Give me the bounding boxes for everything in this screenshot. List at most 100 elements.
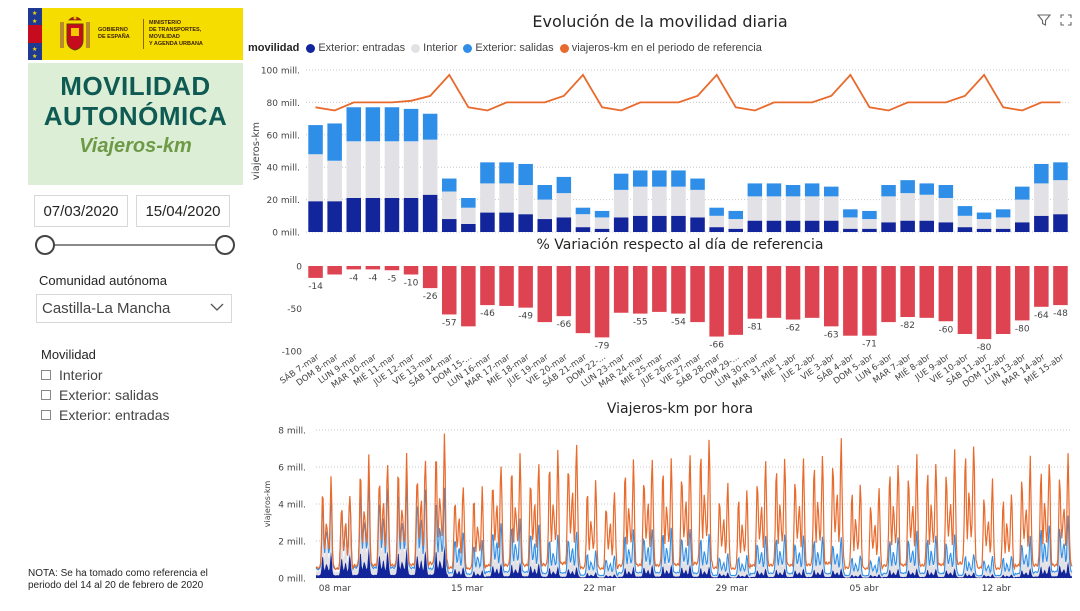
report-title-card: MOVILIDAD AUTONÓMICA Viajeros-km xyxy=(28,63,243,185)
mobility-option-interior[interactable]: Interior xyxy=(41,367,103,383)
variation-bar xyxy=(843,266,858,336)
variation-chart-title: % Variación respecto al día de referenci… xyxy=(536,237,824,253)
bar-interior xyxy=(900,193,915,221)
variation-data-label: -79 xyxy=(595,341,610,351)
bar-entradas xyxy=(327,201,342,232)
end-date-input[interactable]: 15/04/2020 xyxy=(136,195,230,227)
bar-interior xyxy=(652,186,667,216)
ministry-text: MINISTERIO DE TRANSPORTES, MOVILIDAD Y A… xyxy=(149,20,203,47)
bar-salidas xyxy=(1053,162,1068,181)
x-tick-label: 08 mar xyxy=(319,584,352,594)
legend-dot-icon xyxy=(411,43,421,53)
variation-bar xyxy=(804,266,820,318)
start-date-input[interactable]: 07/03/2020 xyxy=(34,195,128,227)
bar-salidas xyxy=(804,183,820,197)
bar-interior xyxy=(556,193,572,218)
y-tick-label: 100 mill. xyxy=(261,67,300,77)
variation-bar xyxy=(747,266,763,319)
bar-salidas xyxy=(709,207,724,216)
bar-entradas xyxy=(728,228,744,232)
bar-entradas xyxy=(1014,222,1030,232)
legend-item-interior[interactable]: Interior xyxy=(408,42,457,54)
y-tick-label: 4 mill. xyxy=(278,501,306,511)
variation-data-label: -81 xyxy=(747,323,762,333)
y-axis-label: viajeros-km xyxy=(263,481,272,528)
variation-data-label: -48 xyxy=(1053,309,1068,319)
bar-interior xyxy=(671,186,686,216)
bar-interior xyxy=(422,139,438,195)
report-subtitle: Viajeros-km xyxy=(79,135,192,157)
y-tick-label: 60 mill. xyxy=(267,131,300,141)
variation-data-label: -62 xyxy=(786,324,801,334)
bar-entradas xyxy=(575,227,591,232)
variation-bar xyxy=(881,266,896,323)
date-slider-end-handle[interactable] xyxy=(215,235,235,255)
y-tick-label: 8 mill. xyxy=(278,427,306,437)
bar-salidas xyxy=(575,207,591,215)
variation-bar xyxy=(671,266,686,314)
variation-bar xyxy=(556,266,572,317)
variation-bar xyxy=(537,266,553,323)
variation-bar xyxy=(995,266,1011,334)
variation-data-label: -14 xyxy=(308,282,323,292)
checkbox-icon[interactable] xyxy=(41,410,51,420)
y-tick-label: 2 mill. xyxy=(278,538,306,548)
variation-bar xyxy=(327,266,342,275)
bar-salidas xyxy=(594,210,610,218)
bar-interior xyxy=(308,154,323,202)
variation-data-label: -71 xyxy=(862,340,877,350)
date-slider-start-handle[interactable] xyxy=(35,235,55,255)
checkbox-icon[interactable] xyxy=(41,370,51,380)
variation-data-label: -10 xyxy=(404,279,419,289)
bar-entradas xyxy=(1053,214,1068,232)
bar-entradas xyxy=(499,212,514,232)
bar-entradas xyxy=(652,215,667,232)
bar-interior xyxy=(862,219,877,229)
bar-interior xyxy=(843,217,858,229)
bar-interior xyxy=(919,194,935,221)
legend-item-reference[interactable]: viajeros-km en el periodo de referencia xyxy=(557,42,762,54)
hourly-chart-title: Viajeros-km por hora xyxy=(606,401,754,417)
bar-entradas xyxy=(862,228,877,232)
variation-bar xyxy=(652,266,667,312)
variation-data-label: -55 xyxy=(633,318,648,328)
variation-bar xyxy=(938,266,954,322)
variation-bar xyxy=(480,266,495,306)
variation-bar xyxy=(365,266,381,270)
bar-salidas xyxy=(1014,186,1030,200)
variation-data-label: -66 xyxy=(556,320,571,330)
bar-interior xyxy=(537,199,553,220)
bar-entradas xyxy=(804,220,820,232)
bar-interior xyxy=(957,215,973,228)
bar-interior xyxy=(709,215,724,228)
y-tick-label: 80 mill. xyxy=(267,99,300,109)
mobility-filter-label: Movilidad xyxy=(41,347,96,362)
variation-bar xyxy=(766,266,782,318)
report-title-line1: MOVILIDAD xyxy=(60,71,211,101)
bar-salidas xyxy=(403,108,419,142)
variation-bar xyxy=(1034,266,1049,307)
bar-salidas xyxy=(785,185,801,197)
bar-interior xyxy=(823,196,839,221)
bar-salidas xyxy=(728,210,744,220)
date-range-slider[interactable] xyxy=(45,244,225,246)
y-tick-label: 0 mill. xyxy=(272,229,300,239)
bar-salidas xyxy=(881,185,896,197)
focus-mode-icon[interactable] xyxy=(1058,12,1074,28)
reference-line xyxy=(315,73,1061,112)
region-dropdown[interactable]: Castilla-La Mancha xyxy=(36,294,232,323)
legend-item-salidas[interactable]: Exterior: salidas xyxy=(460,42,554,54)
mobility-option-exterior-salidas[interactable]: Exterior: salidas xyxy=(41,387,159,403)
bar-salidas xyxy=(957,206,973,216)
variation-bar xyxy=(823,266,839,327)
y-tick-label: 20 mill. xyxy=(267,196,300,206)
variation-bar xyxy=(900,266,915,317)
bar-entradas xyxy=(422,194,438,232)
checkbox-icon[interactable] xyxy=(41,390,51,400)
variation-bar xyxy=(461,266,476,327)
mobility-option-exterior-entradas[interactable]: Exterior: entradas xyxy=(41,407,170,423)
bar-salidas xyxy=(671,170,686,187)
filter-icon[interactable] xyxy=(1036,12,1052,28)
legend-item-entradas[interactable]: Exterior: entradas xyxy=(303,42,405,54)
y-axis-label: viajeros-km xyxy=(251,122,262,180)
